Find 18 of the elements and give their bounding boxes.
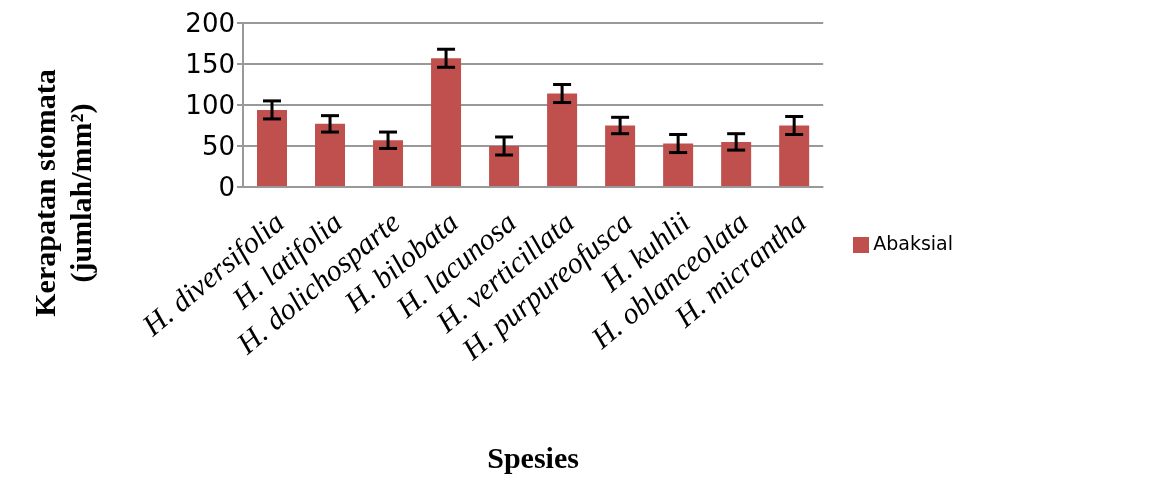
bar: [605, 125, 636, 187]
legend-label: Abaksial: [873, 232, 953, 254]
bar: [663, 143, 694, 187]
y-axis-title: Kerapatan stomata (jumlah/mm²): [27, 69, 98, 317]
x-axis-title: Spesies: [487, 441, 579, 474]
bar: [315, 123, 346, 187]
bar: [547, 93, 578, 187]
bar: [721, 141, 752, 187]
y-tick-label: 150: [185, 49, 235, 80]
bar: [779, 125, 810, 187]
y-tick-label: 0: [218, 172, 235, 203]
bar: [489, 146, 520, 187]
bar: [373, 140, 404, 187]
y-tick-label: 200: [185, 8, 235, 39]
y-tick-label: 50: [201, 131, 235, 162]
y-tick-label: 100: [185, 90, 235, 121]
bar: [257, 109, 287, 187]
bar: [431, 58, 462, 187]
